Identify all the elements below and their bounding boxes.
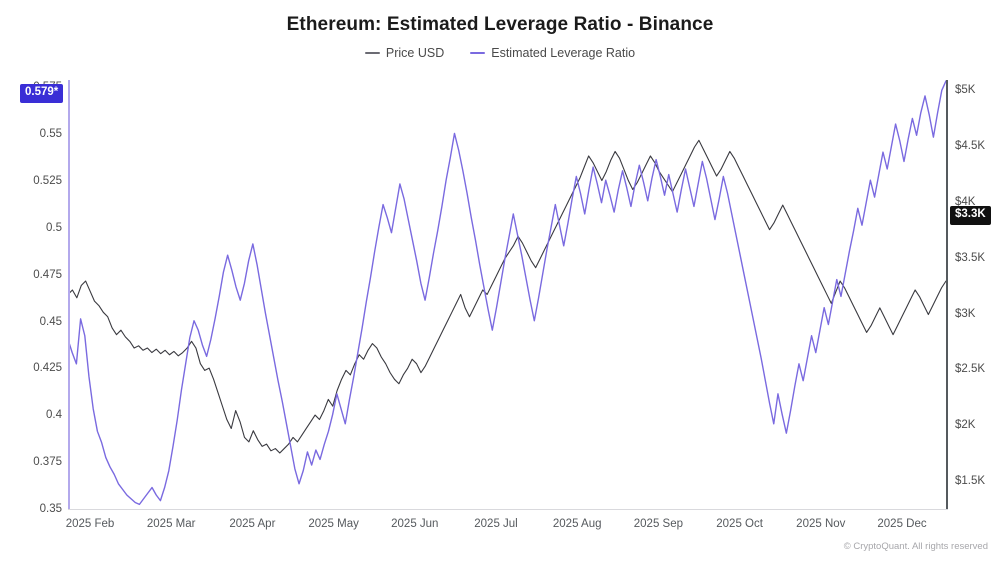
legend-label-estimated-leverage-ratio: Estimated Leverage Ratio [491,46,636,60]
legend-swatch-price-usd [364,52,380,54]
plot-area [68,80,946,510]
axis-left-tick: 0.55 [39,128,62,141]
axis-right-tick: $3K [955,307,976,320]
axis-right-tick: $2K [955,419,976,432]
axis-right-tick: $2.5K [955,363,986,376]
page-title: Ethereum: Estimated Leverage Ratio - Bin… [286,14,714,35]
axis-bottom-tick: 2025 Feb [65,518,115,530]
axis-bottom-tick: 2025 Oct [716,518,763,530]
axis-left-tick: 0.45 [39,315,62,328]
series-line-estimated-leverage-ratio [68,80,946,506]
legend-item-estimated-leverage-ratio[interactable]: Estimated Leverage Ratio [470,46,635,60]
axis-left-tick: 0.525 [33,175,62,188]
axis-bottom-line [68,509,948,510]
axis-left-tick: 0.4 [46,409,62,422]
axis-bottom-tick: 2025 Apr [229,518,276,530]
axis-left-tick: 0.475 [33,268,62,281]
axis-left-tick: 0.425 [33,362,62,375]
series-line-price-usd [68,139,946,454]
axis-left-tick: 0.35 [39,503,62,515]
legend-item-price-usd[interactable]: Price USD [364,46,445,60]
axis-bottom-tick: 2025 Jun [391,518,439,530]
axis-right-line [946,80,948,510]
axis-bottom-tick: 2025 Aug [552,518,602,530]
chart-legend: Price USD Estimated Leverage Ratio [0,46,1000,60]
axis-right-tick: $4K [955,195,976,208]
current-value-badge-leverage: 0.579* [20,84,64,103]
copyright-notice: © CryptoQuant. All rights reserved [843,541,988,552]
axis-right-tick: $4.5K [955,140,986,152]
axis-bottom-tick: 2025 Jul [474,518,518,530]
axis-bottom-tick: 2025 Sep [633,518,684,530]
axis-left-tick: 0.5 [46,221,62,234]
axis-bottom-tick: 2025 Mar [146,518,196,530]
axis-right-tick: $3.5K [955,251,986,264]
axis-right-tick: $5K [955,84,976,97]
current-value-badge-price: $3.3K [950,206,991,225]
axis-left-line [68,80,70,510]
axis-bottom-tick: 2025 May [308,518,359,530]
series-canvas [68,80,946,506]
axis-right-tick: $1.5K [955,475,986,488]
legend-label-price-usd: Price USD [385,46,445,60]
axis-bottom-tick: 2025 Dec [877,518,927,530]
axis-bottom-tick: 2025 Nov [796,518,846,530]
legend-swatch-estimated-leverage-ratio [470,52,486,54]
axis-left-tick: 0.375 [33,456,62,469]
